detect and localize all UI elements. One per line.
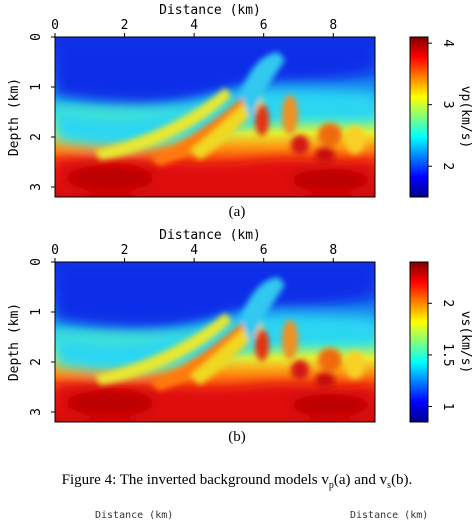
fault-block (318, 348, 342, 372)
deep-anomaly (290, 170, 370, 190)
shallow-layer (55, 262, 375, 329)
colorbar-tick-labels: 2 3 4 (428, 39, 455, 170)
fault-block (282, 320, 298, 360)
panel-label-a: (a) (228, 204, 246, 220)
y-tick-label: 1 (29, 308, 44, 316)
deep-anomaly (290, 395, 370, 415)
colorbar-tick-label: 2 (440, 162, 455, 170)
x-tick-label: 6 (260, 243, 268, 258)
x-tick-label: 4 (190, 18, 198, 33)
plot-frame (54, 36, 376, 198)
x-tick-label: 8 (329, 243, 337, 258)
y-tick-labels: 0 1 2 3 (29, 33, 55, 191)
caption-subscript: s (387, 480, 392, 491)
velocity-heatmap (55, 37, 375, 197)
colorbar-tick-label: 1.5 (440, 343, 455, 366)
x-tick-label: 0 (51, 243, 59, 258)
y-tick-label: 0 (29, 33, 44, 41)
fault-block (318, 123, 342, 147)
field-structures (55, 37, 375, 197)
field-structures (55, 262, 375, 422)
y-tick-label: 2 (29, 133, 44, 141)
y-tick-label: 0 (29, 258, 44, 266)
fault-block (150, 95, 252, 166)
x-tick-labels: 0 2 4 6 8 (51, 18, 337, 37)
fault-block (345, 126, 365, 154)
x-tick-label: 0 (51, 18, 59, 33)
x-axis-title: Distance (km) (159, 228, 261, 243)
x-axis-title: Distance (km) (159, 3, 261, 18)
fault-block (315, 147, 335, 163)
fault-block (190, 92, 264, 160)
x-tick-label: 2 (121, 18, 129, 33)
colorbar-title: vp(km/s) (458, 86, 473, 149)
caption-subscript: p (328, 480, 334, 491)
fault-block (240, 277, 285, 343)
fault-block (240, 52, 285, 118)
next-figure-title: Distance (km) (350, 510, 429, 521)
colorbar-title: vs(km/s) (458, 311, 473, 374)
x-tick-label: 8 (329, 18, 337, 33)
fault-block (95, 313, 232, 385)
colorbar-tick-labels: 11.52 (428, 299, 455, 410)
y-tick-label: 1 (29, 83, 44, 91)
panel-label-b: (b) (228, 429, 246, 445)
fault-block (282, 95, 298, 135)
y-tick-labels: 0 1 2 3 (29, 258, 55, 416)
deep-anomaly (65, 166, 155, 190)
fault-block (345, 351, 365, 379)
shallow-layer (55, 37, 375, 104)
fault-block (291, 360, 309, 380)
fault-block (190, 317, 264, 385)
colorbar-tick-label: 1 (440, 403, 455, 411)
fault-block (255, 104, 269, 136)
caption-text: (b). (391, 472, 413, 488)
colorbar-tick-label: 2 (440, 299, 455, 307)
colorbar-tick-label: 4 (440, 39, 455, 47)
colorbar (409, 261, 429, 423)
fault-blocks (95, 277, 365, 391)
caption-text: (a) and v (333, 472, 388, 488)
colorbar (409, 36, 429, 198)
fault-blocks (95, 52, 365, 166)
caption-text: Figure 4: The inverted background models… (61, 472, 329, 488)
fault-block (291, 135, 309, 155)
fault-block (255, 329, 269, 361)
velocity-heatmap (55, 262, 375, 422)
x-tick-label: 4 (190, 243, 198, 258)
x-tick-label: 2 (121, 243, 129, 258)
x-tick-label: 6 (260, 18, 268, 33)
plot-frame (54, 261, 376, 423)
figure-caption: Figure 4: The inverted background models… (0, 472, 474, 491)
y-tick-label: 3 (29, 408, 44, 416)
x-tick-labels: 0 2 4 6 8 (51, 243, 337, 262)
y-axis-title: Depth (km) (7, 78, 22, 156)
fault-block (95, 88, 232, 160)
next-figure-title: Distance (km) (95, 510, 174, 521)
y-axis-title: Depth (km) (7, 303, 22, 381)
y-tick-label: 2 (29, 358, 44, 366)
deep-anomaly (65, 391, 155, 415)
fault-block (150, 320, 252, 391)
colorbar-tick-label: 3 (440, 101, 455, 109)
fault-block (315, 372, 335, 388)
next-figure-strip: Distance (km) Distance (km) (0, 510, 474, 524)
y-tick-label: 3 (29, 183, 44, 191)
